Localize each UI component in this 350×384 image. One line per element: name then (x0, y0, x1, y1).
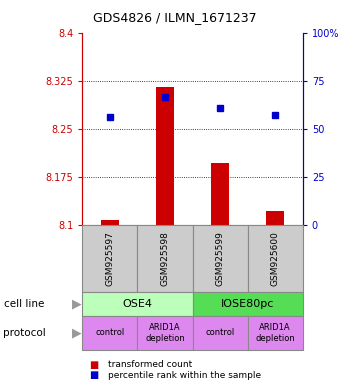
Text: IOSE80pc: IOSE80pc (221, 299, 274, 309)
Text: GSM925599: GSM925599 (216, 231, 225, 286)
Text: OSE4: OSE4 (122, 299, 152, 309)
Text: protocol: protocol (4, 328, 46, 338)
Bar (101, 220, 119, 225)
Text: control: control (95, 328, 125, 338)
Text: GSM925598: GSM925598 (160, 231, 169, 286)
Text: ■: ■ (89, 360, 98, 370)
Bar (266, 210, 284, 225)
Bar (156, 87, 174, 225)
Text: ▶: ▶ (72, 326, 82, 339)
Text: GDS4826 / ILMN_1671237: GDS4826 / ILMN_1671237 (93, 11, 257, 24)
Text: ▶: ▶ (72, 297, 82, 310)
Text: ■: ■ (89, 370, 98, 380)
Text: control: control (205, 328, 235, 338)
Text: GSM925600: GSM925600 (271, 231, 280, 286)
Bar (211, 163, 229, 225)
Text: ARID1A
depletion: ARID1A depletion (145, 323, 185, 343)
Text: cell line: cell line (4, 299, 44, 309)
Text: GSM925597: GSM925597 (105, 231, 114, 286)
Text: percentile rank within the sample: percentile rank within the sample (108, 371, 262, 380)
Text: ARID1A
depletion: ARID1A depletion (255, 323, 295, 343)
Text: transformed count: transformed count (108, 360, 193, 369)
